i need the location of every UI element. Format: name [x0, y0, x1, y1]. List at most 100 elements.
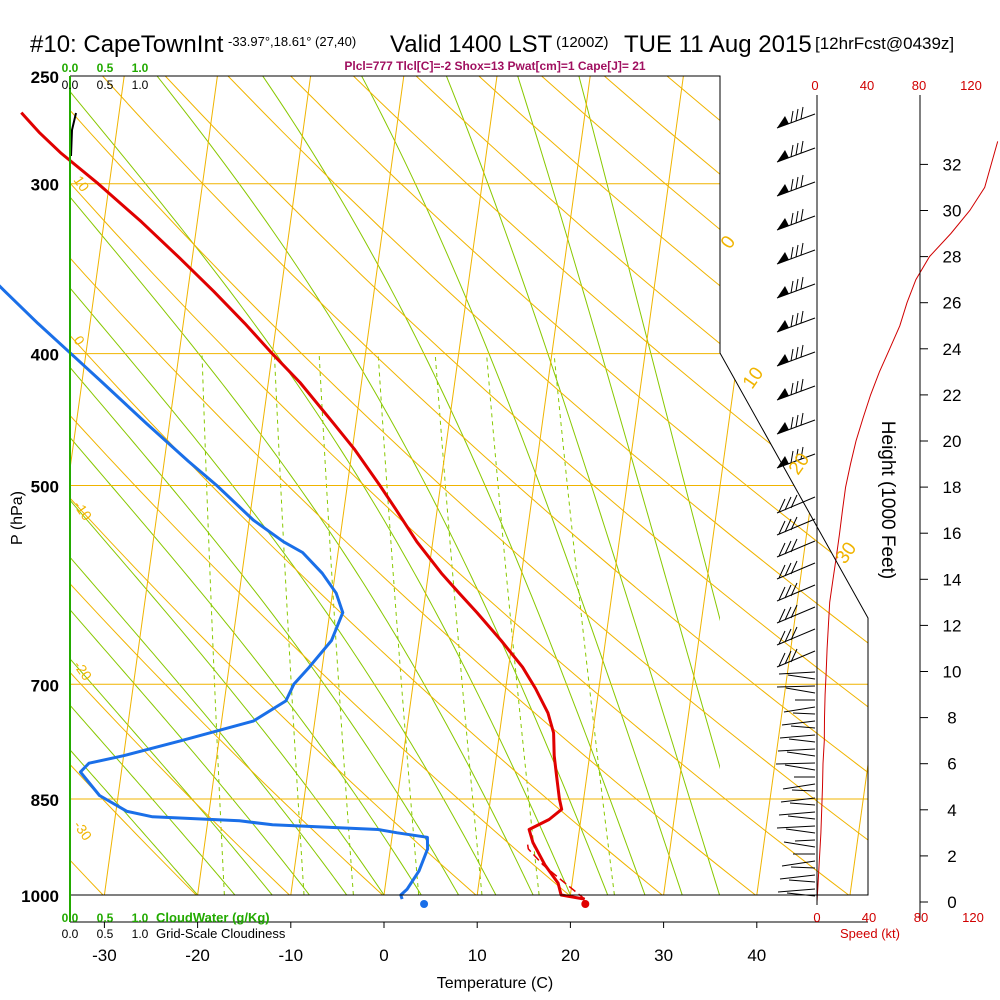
wind-barb	[794, 839, 816, 842]
dry-adiabat-line	[70, 76, 849, 895]
parcel-line	[526, 842, 586, 900]
wind-barb-feather	[795, 278, 799, 292]
wind-barb-feather	[800, 174, 804, 188]
wind-barb-staff	[781, 860, 816, 867]
dry-adiabat-line	[70, 76, 868, 895]
wind-barb-staff	[790, 866, 816, 869]
wind-barb-staff	[777, 888, 816, 893]
wind-barb-staff	[776, 562, 816, 580]
height-tick-label: 4	[947, 801, 956, 820]
wind-barb-pennant	[777, 150, 789, 162]
wind-barb	[776, 276, 816, 299]
wind-barb	[776, 626, 816, 646]
wind-barb-staff	[778, 671, 816, 675]
diagram-background: 123581220	[70, 76, 868, 914]
wind-barb	[776, 140, 816, 163]
dry-adiabat-line	[70, 76, 570, 895]
wind-barb-staff	[780, 797, 816, 803]
x-tick-label: 20	[561, 946, 580, 965]
wind-barb	[780, 797, 816, 803]
wind-barb	[776, 310, 816, 333]
wind-barb-staff	[776, 518, 816, 536]
wind-barb	[775, 762, 816, 765]
wind-barb	[776, 106, 816, 129]
y-tick-label: 700	[31, 676, 59, 695]
wind-barb-staff	[776, 685, 816, 688]
height-tick-label: 0	[947, 893, 956, 912]
dry-adiabat-line	[70, 76, 477, 895]
cloudiness-scale-label: 1.0	[132, 927, 149, 941]
wind-barb	[781, 720, 816, 726]
wind-barb	[776, 538, 816, 558]
wind-barb	[776, 685, 816, 688]
valid-time: Valid 1400 LST	[390, 31, 553, 58]
x-tick-label: 40	[747, 946, 766, 965]
wind-barb	[776, 560, 816, 580]
wind-barb-feather	[790, 110, 794, 124]
wind-barb	[785, 687, 816, 694]
wind-barb-pennant	[777, 320, 789, 332]
dry-adiabat-line	[290, 76, 868, 895]
speed-tick-label: 0	[813, 910, 820, 925]
moist-adiabat-line	[70, 499, 385, 895]
wind-barb-staff	[783, 841, 816, 848]
dry-adiabat-line	[164, 76, 868, 895]
y-tick-label: 850	[31, 791, 59, 810]
wind-barb	[777, 748, 816, 752]
wind-barb-feather	[784, 584, 792, 599]
wind-barb	[776, 412, 816, 435]
valid-date: TUE 11 Aug 2015	[624, 31, 812, 58]
x-tick-label: 10	[468, 946, 487, 965]
wind-barb	[786, 751, 816, 757]
wind-barb-feather	[800, 378, 804, 392]
wind-barb	[778, 671, 816, 675]
cloud-water-scale-label: 1.0	[132, 61, 149, 75]
height-tick-label: 30	[943, 202, 962, 221]
y-axis-title: P (hPa)	[9, 491, 26, 545]
wind-barb-staff	[776, 606, 816, 624]
wind-barb-feather	[784, 606, 792, 621]
wind-barb-feather	[790, 280, 794, 294]
wind-barb-feather	[790, 604, 798, 619]
wind-barb-feather	[784, 540, 792, 555]
wind-barb	[792, 712, 816, 715]
wind-barb-feather	[784, 650, 792, 665]
moist-adiabat-line	[578, 76, 720, 622]
wind-barb-feather	[784, 628, 792, 643]
diagram-frame	[70, 75, 869, 896]
wind-barb	[779, 874, 816, 880]
wind-barb	[776, 378, 816, 401]
moist-adiabat-line	[70, 366, 459, 895]
wind-barb-feather	[800, 208, 804, 222]
dry-adiabat-line	[478, 76, 868, 895]
wind-barb-pennant	[777, 286, 789, 298]
cloud-water-label: CloudWater (g/Kg)	[156, 910, 270, 925]
surface-temperature-marker	[581, 900, 590, 908]
wind-barb-feather	[795, 244, 799, 258]
wind-barb	[789, 802, 816, 806]
speed-tick-label: 80	[914, 910, 928, 925]
moist-adiabat-line	[70, 196, 534, 895]
wind-barb	[776, 825, 816, 829]
speed-tick-label: 40	[862, 910, 876, 925]
wind-barb-staff	[775, 762, 816, 765]
mixing-ratio-label: 12	[522, 892, 544, 914]
isotherm-line	[379, 76, 501, 895]
speed-tick-label: 120	[962, 910, 984, 925]
dry-adiabat-line	[102, 76, 868, 895]
wind-barb-feather	[790, 246, 794, 260]
wind-barb-staff	[784, 764, 816, 771]
speed-axis-title: Speed (kt)	[840, 926, 900, 941]
wind-barb-staff	[778, 811, 816, 816]
dry-adiabat-line	[227, 76, 868, 895]
wind-barb-feather	[784, 496, 792, 511]
height-axis-title: Height (1000 Feet)	[877, 421, 898, 579]
y-tick-label: 300	[31, 176, 59, 195]
cloud-water-scale-label: 0.5	[97, 911, 114, 925]
x-tick-label: 30	[654, 946, 673, 965]
moist-adiabat-line	[70, 609, 310, 895]
wind-barb-feather	[790, 648, 798, 663]
wind-barb-staff	[777, 748, 816, 752]
wind-barb	[782, 783, 816, 790]
